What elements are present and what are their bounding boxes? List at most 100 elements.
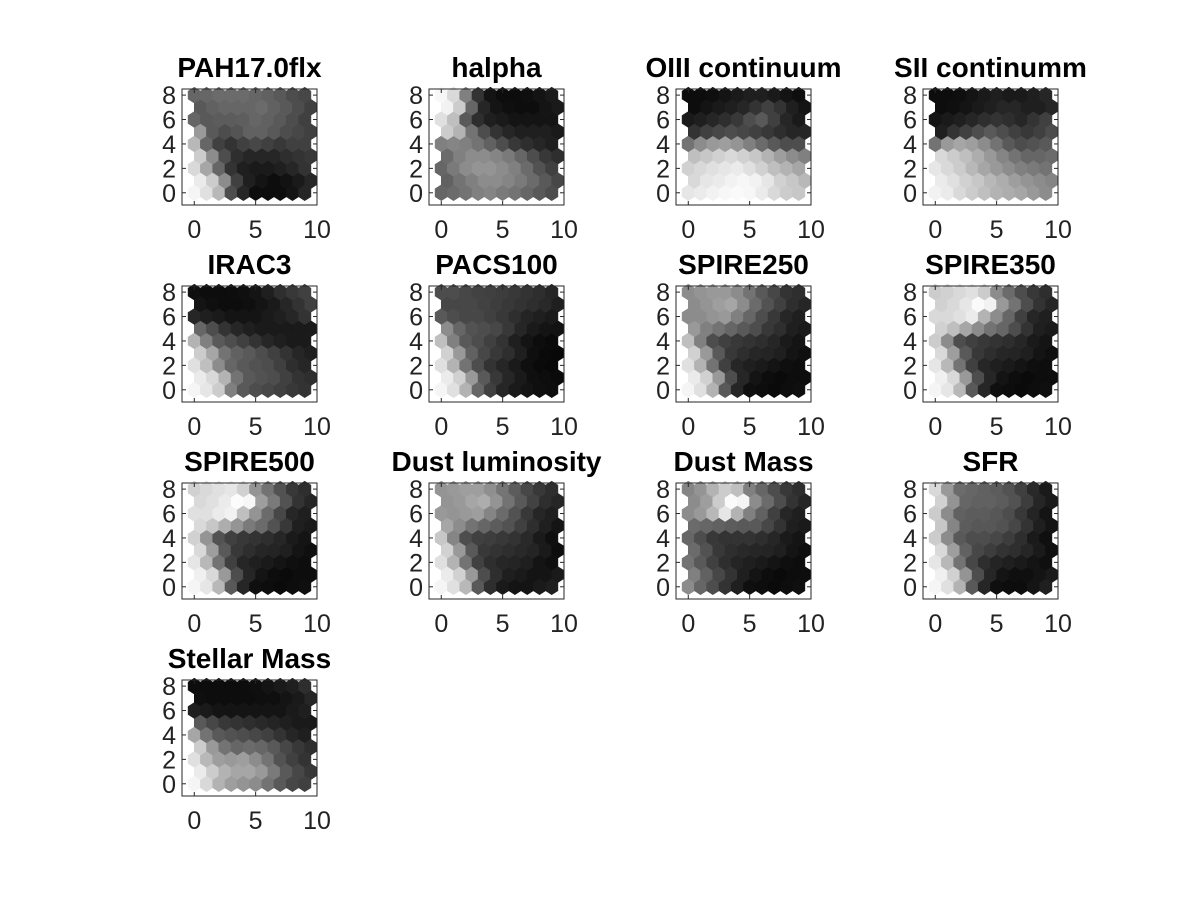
hex-cell — [298, 505, 312, 522]
y-tick-label: 4 — [656, 328, 670, 356]
x-tick-label: 5 — [249, 807, 263, 835]
hex-cell — [792, 480, 806, 498]
hex-cells — [434, 480, 565, 596]
axes-outline — [675, 88, 812, 206]
x-tick-label: 5 — [990, 610, 1004, 638]
hex-cell — [298, 677, 312, 695]
x-tick-label: 0 — [928, 413, 942, 441]
y-tick-label: 6 — [162, 698, 176, 726]
y-tick-label: 0 — [162, 771, 176, 799]
panel-title: SPIRE500 — [184, 446, 315, 477]
y-tick-label: 4 — [409, 131, 423, 159]
axes-outline — [922, 482, 1059, 600]
hex-cells — [681, 86, 812, 202]
panel-title: PAH17.0flx — [177, 52, 322, 83]
hex-cells — [681, 283, 812, 399]
hex-cell — [298, 86, 312, 104]
x-tick-label: 5 — [743, 413, 757, 441]
axes-outline — [428, 88, 565, 206]
x-tick-label: 5 — [743, 216, 757, 244]
hex-cell — [298, 554, 312, 571]
hex-cells — [187, 677, 318, 793]
y-tick-label: 4 — [903, 525, 917, 553]
y-tick-label: 2 — [656, 549, 670, 577]
axes-outline — [428, 482, 565, 600]
x-tick-label: 10 — [303, 216, 331, 244]
x-tick-label: 10 — [1044, 216, 1072, 244]
hex-cell — [792, 505, 806, 522]
hex-cell — [1039, 135, 1053, 153]
x-tick-label: 10 — [550, 610, 578, 638]
y-tick-label: 8 — [656, 279, 670, 307]
hex-cell — [792, 332, 806, 350]
axes-outline — [675, 285, 812, 403]
hex-cell — [298, 480, 312, 498]
x-tick-label: 10 — [550, 413, 578, 441]
y-tick-label: 2 — [903, 155, 917, 183]
hex-cell — [298, 357, 312, 374]
hex-cell — [298, 529, 312, 547]
hex-cell — [792, 135, 806, 153]
y-tick-label: 8 — [409, 476, 423, 504]
hex-cells — [434, 86, 565, 202]
x-tick-label: 10 — [303, 413, 331, 441]
panel-title: halpha — [451, 52, 542, 83]
y-tick-label: 4 — [162, 722, 176, 750]
x-tick-label: 0 — [187, 413, 201, 441]
panel-title: Dust luminosity — [391, 446, 601, 477]
hex-cells — [434, 283, 565, 399]
y-tick-label: 8 — [162, 476, 176, 504]
y-tick-label: 4 — [903, 131, 917, 159]
hex-cell — [792, 357, 806, 374]
hex-cell — [298, 308, 312, 325]
y-tick-label: 0 — [162, 377, 176, 405]
x-tick-label: 0 — [681, 216, 695, 244]
y-tick-label: 8 — [903, 279, 917, 307]
y-tick-label: 6 — [903, 501, 917, 529]
axes-outline — [922, 285, 1059, 403]
y-tick-label: 2 — [903, 352, 917, 380]
hex-cell — [792, 554, 806, 571]
x-tick-label: 5 — [990, 216, 1004, 244]
hex-cell — [545, 480, 559, 498]
hex-cell — [1039, 332, 1053, 350]
panel-title: IRAC3 — [207, 249, 291, 280]
y-tick-label: 0 — [903, 180, 917, 208]
y-tick-label: 4 — [409, 328, 423, 356]
panel-title: Stellar Mass — [168, 643, 331, 674]
y-tick-label: 2 — [409, 549, 423, 577]
x-tick-label: 10 — [797, 610, 825, 638]
hex-cell — [545, 308, 559, 325]
y-tick-label: 4 — [162, 328, 176, 356]
y-tick-label: 8 — [162, 82, 176, 110]
hex-cells — [187, 480, 318, 596]
y-tick-label: 0 — [409, 574, 423, 602]
y-tick-label: 6 — [656, 107, 670, 135]
y-tick-label: 0 — [656, 180, 670, 208]
hex-cells — [681, 480, 812, 596]
panel-title: SFR — [963, 446, 1019, 477]
hex-cell — [298, 135, 312, 153]
hex-cell — [545, 160, 559, 177]
hex-cell — [1039, 86, 1053, 104]
x-tick-label: 5 — [990, 413, 1004, 441]
hex-cell — [1039, 554, 1053, 571]
y-tick-label: 2 — [656, 352, 670, 380]
y-tick-label: 2 — [162, 155, 176, 183]
x-tick-label: 5 — [496, 413, 510, 441]
x-tick-label: 0 — [928, 610, 942, 638]
axes-outline — [428, 285, 565, 403]
hex-cell — [545, 135, 559, 153]
hex-cell — [298, 726, 312, 744]
hex-cell — [545, 529, 559, 547]
x-tick-label: 5 — [249, 216, 263, 244]
y-tick-label: 2 — [162, 549, 176, 577]
hex-cell — [298, 111, 312, 128]
x-tick-label: 0 — [434, 216, 448, 244]
